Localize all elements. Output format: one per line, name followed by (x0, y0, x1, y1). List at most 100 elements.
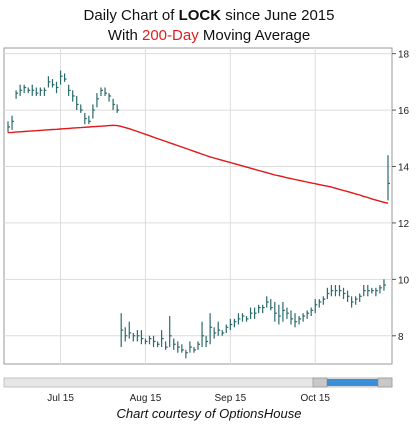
price-bar (270, 299, 273, 311)
price-bar (302, 313, 306, 322)
price-bar (148, 335, 152, 345)
price-bar (31, 84, 35, 96)
price-bar (189, 341, 192, 353)
price-bar (229, 318, 233, 331)
price-bar (177, 341, 180, 353)
price-bar (367, 285, 370, 297)
price-bar (241, 313, 245, 322)
price-bar (173, 338, 176, 350)
price-bar (116, 104, 120, 113)
price-bar (318, 299, 322, 308)
price-bar (193, 347, 196, 353)
price-bar (379, 285, 382, 294)
price-bar (197, 341, 200, 350)
price-bar (258, 304, 261, 314)
price-bar (209, 313, 213, 345)
price-bar (7, 121, 10, 133)
price-bar (326, 287, 330, 300)
price-bar (104, 87, 108, 96)
price-bar (351, 296, 354, 308)
price-bar (371, 287, 374, 294)
price-bar (294, 313, 298, 328)
y-tick-label: 18 (398, 50, 410, 61)
price-bar (213, 327, 217, 339)
price-bar (100, 87, 103, 96)
price-bar (144, 338, 148, 345)
price-bar (165, 341, 168, 350)
price-bar (80, 104, 83, 113)
price-bar (201, 321, 205, 348)
y-tick-label: 10 (398, 275, 410, 286)
price-bar (96, 93, 99, 108)
chart-credit: Chart courtesy of OptionsHouse (116, 406, 302, 421)
price-bar (322, 296, 326, 305)
y-tick-label: 8 (398, 332, 404, 343)
price-bar (92, 104, 95, 119)
price-bar (23, 84, 27, 94)
price-bar (15, 90, 19, 99)
price-bar (181, 344, 184, 353)
chart-title-line-1: Daily Chart of LOCK since June 2015 (0, 7, 418, 24)
scrollbar-handle-left[interactable] (312, 377, 328, 388)
price-bar (237, 313, 241, 325)
x-tick-label: Oct 15 (300, 393, 330, 404)
price-bar (55, 81, 59, 94)
subtitle-suffix: Moving Average (198, 27, 311, 44)
price-bar (330, 285, 334, 297)
price-bar (161, 330, 164, 348)
price-bar (355, 296, 358, 305)
price-bar (124, 327, 128, 342)
price-bar (387, 155, 390, 201)
price-bar (76, 95, 79, 111)
price-bar (205, 335, 209, 348)
scrollbar-handle-right[interactable] (377, 377, 393, 388)
price-bar (84, 112, 87, 125)
title-suffix: since June 2015 (221, 7, 335, 24)
price-bars (7, 70, 390, 359)
price-bar (262, 304, 265, 314)
subtitle-highlight: 200-Day (142, 27, 199, 44)
price-bar (140, 330, 144, 345)
y-tick-label: 12 (398, 219, 410, 230)
price-bar (185, 349, 188, 359)
price-bar (221, 330, 225, 336)
price-bar (298, 316, 302, 325)
title-prefix: Daily Chart of (83, 7, 179, 24)
x-axis: Jul 15 Aug 15 Sep 15 Oct 15 (47, 393, 330, 404)
x-tick-label: Jul 15 (47, 393, 74, 404)
price-bar (342, 287, 346, 300)
price-bar (363, 285, 366, 297)
chart-title-line-2: With 200-Day Moving Average (0, 27, 418, 44)
price-bar (136, 330, 140, 342)
price-bar (249, 307, 253, 319)
price-bar (63, 73, 67, 82)
price-bar (11, 115, 15, 130)
price-bar (338, 285, 342, 297)
scrollbar[interactable] (3, 377, 393, 388)
y-axis: 8 10 12 14 16 18 (392, 50, 410, 343)
price-bar (108, 93, 112, 102)
price-bar (35, 87, 39, 96)
price-bar (128, 321, 132, 339)
price-bar (383, 279, 386, 291)
scrollbar-thumb[interactable] (327, 379, 378, 386)
price-bar (43, 87, 47, 96)
price-bar (47, 76, 51, 88)
price-bar (310, 307, 314, 317)
price-bar (290, 310, 293, 325)
price-bar (375, 287, 378, 297)
price-bar (274, 301, 277, 322)
price-bar (217, 321, 221, 336)
plot-area (3, 47, 393, 365)
price-bar (278, 304, 281, 325)
price-bar (346, 290, 350, 302)
price-bar (59, 70, 63, 85)
price-bar (72, 90, 75, 102)
price-bar (286, 307, 289, 319)
price-bar (156, 341, 160, 348)
x-tick-label: Aug 15 (130, 393, 162, 404)
x-tick-label: Sep 15 (214, 393, 246, 404)
price-bar (334, 285, 338, 297)
grid-lines (4, 48, 392, 364)
